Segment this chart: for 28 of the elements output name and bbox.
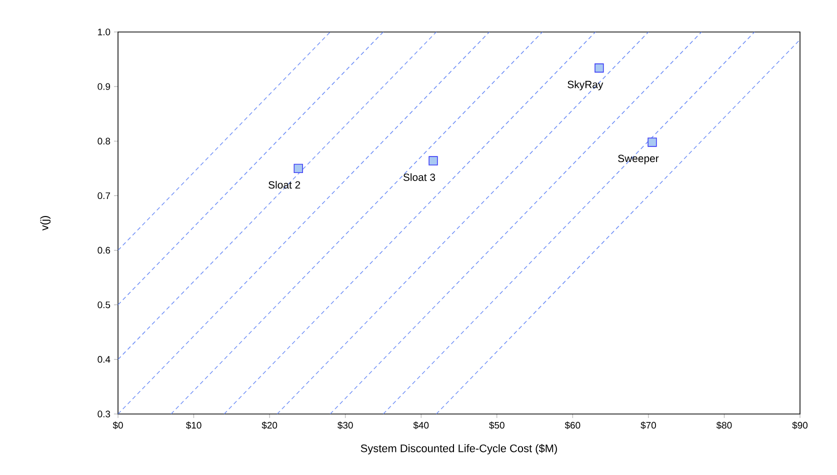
y-axis-title: v(j) [40, 216, 50, 231]
y-tick-label: 1.0 [98, 28, 110, 36]
y-tick-label: 0.7 [98, 192, 110, 200]
x-tick-label: $10 [186, 421, 202, 430]
x-axis-title: System Discounted Life-Cycle Cost ($M) [360, 444, 557, 454]
x-tick-label: $60 [564, 421, 580, 430]
point [648, 138, 657, 147]
y-tick-label: 0.8 [98, 138, 110, 144]
point [294, 164, 303, 174]
x-tick-label: $70 [640, 421, 656, 430]
annotation: SkyRay [568, 80, 604, 90]
x-tick-label: $0 [112, 421, 123, 430]
annotation: Sloat 2 [268, 180, 300, 189]
x-tick-label: $30 [338, 421, 353, 430]
y-tick-label: 0.5 [98, 301, 110, 308]
x-tick-label: $90 [792, 421, 808, 430]
y-tick-label: 0.3 [98, 410, 110, 418]
y-tick-label: 0.4 [98, 356, 110, 363]
y-tick-label: 0.6 [98, 246, 110, 254]
annotation: Sweeper [618, 154, 659, 164]
y-tick-label: 0.9 [98, 83, 110, 90]
x-tick-label: $80 [716, 421, 732, 430]
x-tick-label: $50 [489, 421, 504, 430]
annotation: Sloat 3 [403, 173, 436, 181]
point [594, 63, 604, 73]
x-tick-label: $20 [262, 421, 278, 430]
x-tick-label: $40 [413, 421, 429, 430]
point [428, 156, 438, 166]
